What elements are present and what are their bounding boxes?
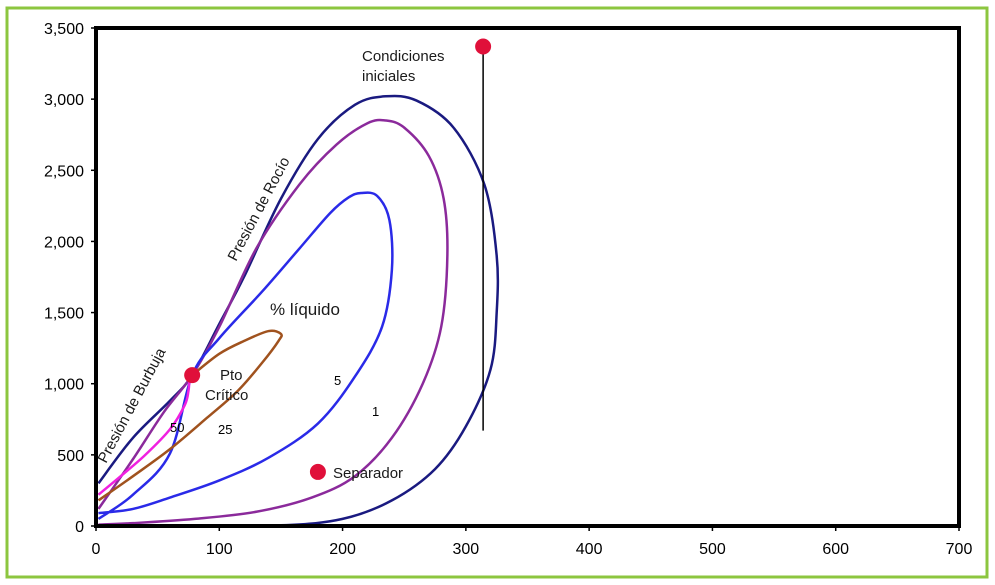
y-tick-label: 3,000 bbox=[44, 92, 84, 109]
series-layer bbox=[97, 46, 500, 528]
plot-area bbox=[96, 28, 959, 526]
x-tick-label: 600 bbox=[822, 541, 849, 558]
y-tick-label: 2,500 bbox=[44, 163, 84, 180]
x-tick-label: 500 bbox=[699, 541, 726, 558]
y-tick-label: 0 bbox=[75, 519, 84, 536]
pto-critico-label-line2: Crítico bbox=[205, 387, 248, 404]
liquido-label: % líquido bbox=[270, 300, 340, 319]
outer-green-frame bbox=[5, 6, 989, 579]
ticks-layer: 0 100 200 300 400 500 600 700 0 500 1,000 1,500 2,00… bbox=[44, 21, 972, 558]
marker-condiciones-iniciales bbox=[475, 38, 492, 55]
curve-label-1: 1 bbox=[372, 404, 379, 419]
x-tick-label: 700 bbox=[946, 541, 973, 558]
pto-critico-label-line1: Pto bbox=[220, 367, 243, 384]
curve-label-50: 50 bbox=[170, 420, 184, 435]
y-tick-label: 500 bbox=[57, 448, 84, 465]
curve-label-25: 25 bbox=[218, 422, 232, 437]
y-tick-label: 1,500 bbox=[44, 306, 84, 323]
condiciones-label-line1: Condiciones bbox=[362, 48, 445, 65]
condiciones-label-line2: iniciales bbox=[362, 68, 415, 85]
x-tick-label: 100 bbox=[206, 541, 233, 558]
series-line-4 bbox=[97, 329, 283, 502]
marker-separador bbox=[309, 463, 326, 480]
x-tick-label: 400 bbox=[576, 541, 603, 558]
y-tick-label: 3,500 bbox=[44, 21, 84, 38]
x-tick-label: 300 bbox=[453, 541, 480, 558]
separador-label: Separador bbox=[333, 465, 403, 482]
y-tick-label: 1,000 bbox=[44, 377, 84, 394]
markers-layer bbox=[184, 38, 492, 480]
plot-border bbox=[94, 26, 961, 528]
marker-pto-cr-tico bbox=[184, 367, 201, 384]
x-tick-label: 0 bbox=[92, 541, 101, 558]
y-tick-label: 2,000 bbox=[44, 234, 84, 251]
curve-label-5: 5 bbox=[334, 373, 341, 388]
series-line-2 bbox=[97, 118, 449, 526]
x-tick-label: 200 bbox=[329, 541, 356, 558]
